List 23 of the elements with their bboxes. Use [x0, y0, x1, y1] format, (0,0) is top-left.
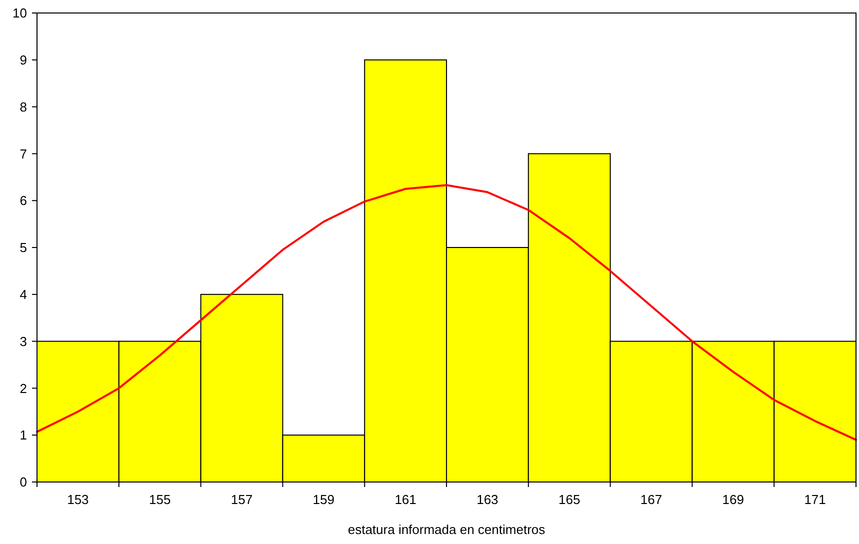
y-tick-label: 3 [20, 334, 27, 349]
y-tick-label: 8 [20, 99, 27, 114]
y-tick-label: 2 [20, 380, 27, 396]
x-axis-title: estatura informada en centimetros [348, 522, 546, 537]
y-tick-label: 4 [20, 286, 27, 302]
x-tick-label: 171 [804, 492, 826, 507]
x-tick-label: 155 [149, 492, 171, 507]
x-tick-label: 169 [722, 492, 744, 507]
y-tick-label: 5 [20, 240, 27, 256]
x-tick-label: 153 [67, 492, 89, 507]
y-tick-label: 0 [20, 474, 27, 490]
x-tick-label: 163 [476, 492, 498, 507]
line-series [36, 184, 857, 441]
x-tick-label: 161 [394, 492, 416, 507]
x-tick-label: 159 [312, 492, 334, 507]
y-tick-label: 6 [20, 193, 27, 208]
y-tick-label: 1 [20, 428, 27, 443]
y-tick-label: 10 [12, 6, 27, 21]
y-tick-label: 7 [20, 146, 27, 162]
x-tick-label: 165 [558, 492, 580, 507]
y-tick-label: 9 [20, 52, 27, 68]
x-tick-label: 167 [640, 492, 662, 507]
x-tick-label: 157 [230, 492, 253, 507]
